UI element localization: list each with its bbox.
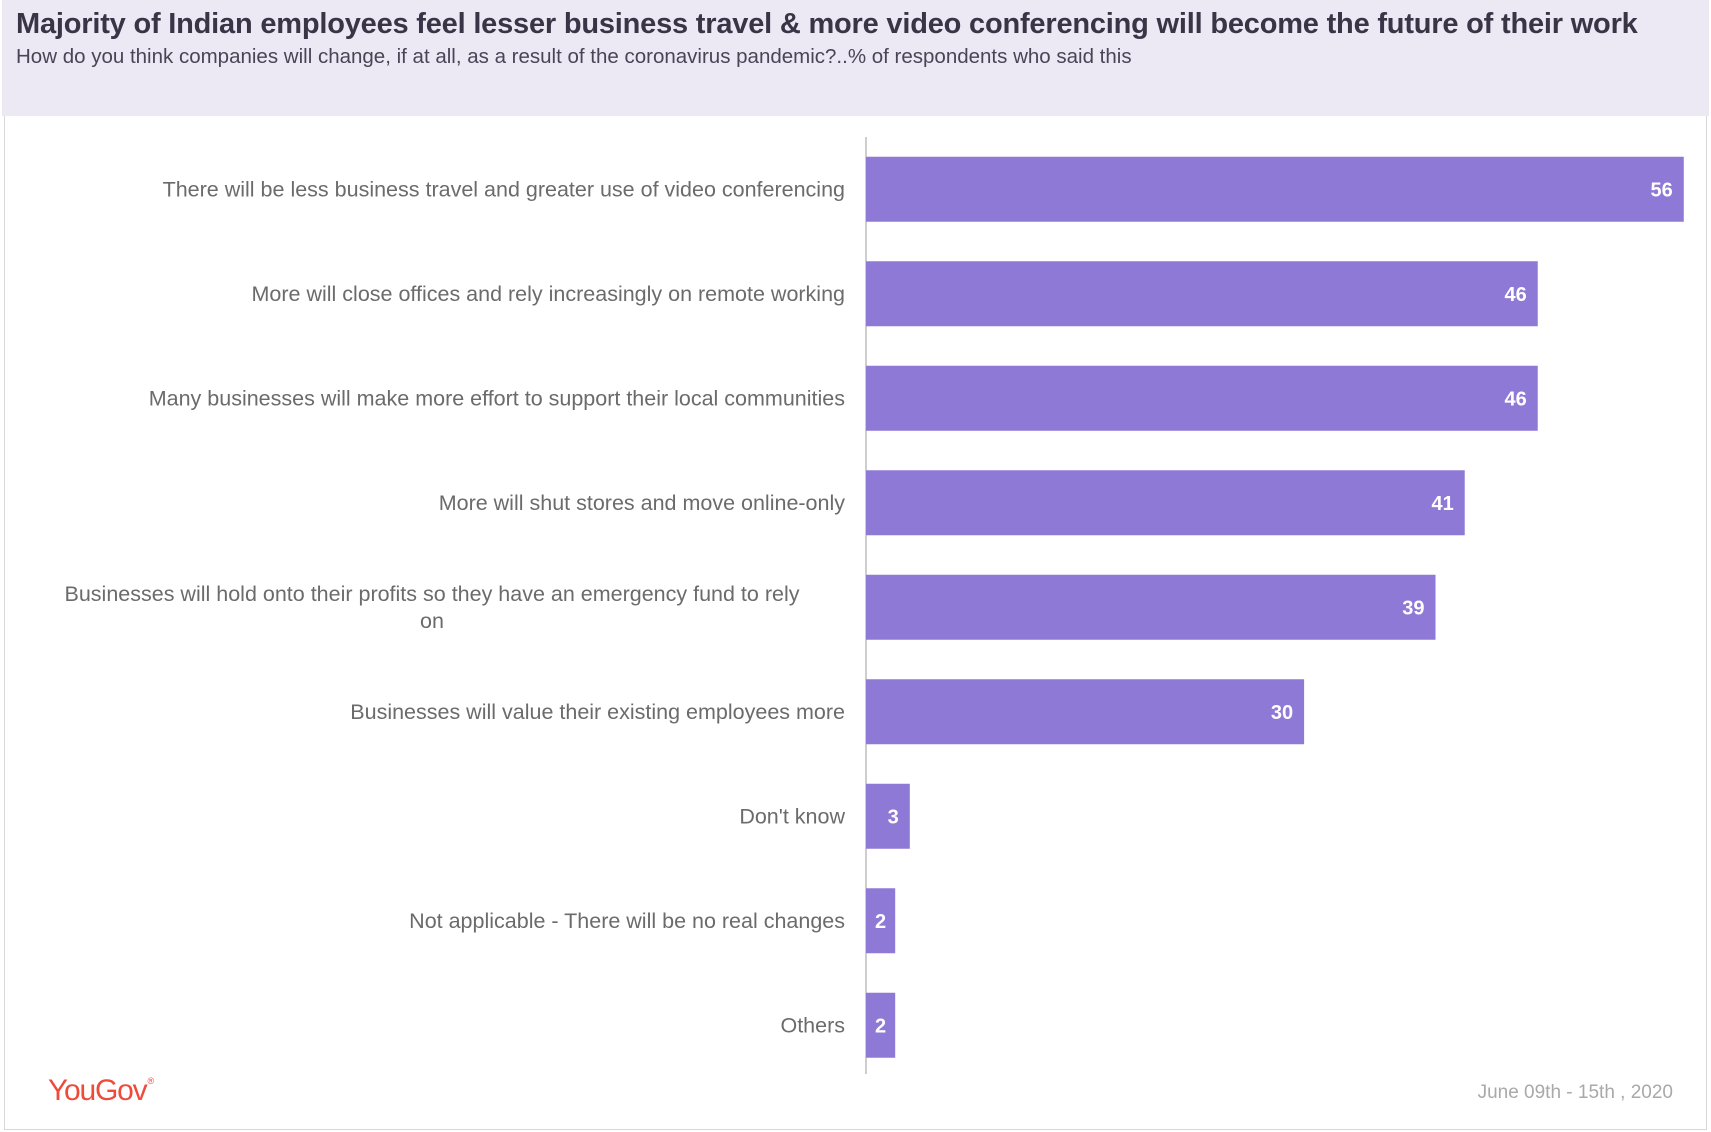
bar [866, 365, 1538, 431]
bar [866, 679, 1305, 745]
date-range: June 09th - 15th , 2020 [1477, 1082, 1673, 1103]
bar [866, 992, 896, 1058]
category-label: There will be less business travel and g… [163, 177, 845, 201]
logo-registered-mark: ® [147, 1076, 155, 1086]
data-label: 30 [1271, 702, 1293, 724]
yougov-logo: YouGov® [48, 1074, 154, 1108]
chart-title: Majority of Indian employees feel lesser… [16, 8, 1638, 40]
bar [866, 261, 1538, 327]
category-label: Businesses will hold onto their profits … [65, 582, 800, 633]
data-label: 3 [888, 806, 899, 828]
category-label: More will close offices and rely increas… [252, 282, 846, 306]
bar [866, 888, 896, 954]
category-label: Businesses will value their existing emp… [350, 700, 845, 724]
data-label: 39 [1402, 597, 1424, 619]
category-label: More will shut stores and move online-on… [439, 491, 846, 515]
bar [866, 574, 1436, 640]
data-label: 41 [1431, 493, 1453, 515]
chart-subtitle: How do you think companies will change, … [16, 45, 1132, 68]
data-label: 46 [1504, 388, 1526, 410]
header-band [2, 0, 1709, 116]
category-label: Others [780, 1013, 845, 1037]
category-label: Don't know [739, 804, 845, 828]
data-label: 56 [1651, 179, 1673, 201]
data-label: 46 [1504, 284, 1526, 306]
data-label: 2 [875, 911, 886, 933]
data-label: 2 [875, 1015, 886, 1037]
bar [866, 783, 910, 849]
category-label: Not applicable - There will be no real c… [409, 909, 845, 933]
category-label: Many businesses will make more effort to… [149, 386, 845, 410]
logo-text: YouGov [48, 1074, 148, 1107]
bar [866, 470, 1465, 536]
bar [866, 156, 1684, 222]
